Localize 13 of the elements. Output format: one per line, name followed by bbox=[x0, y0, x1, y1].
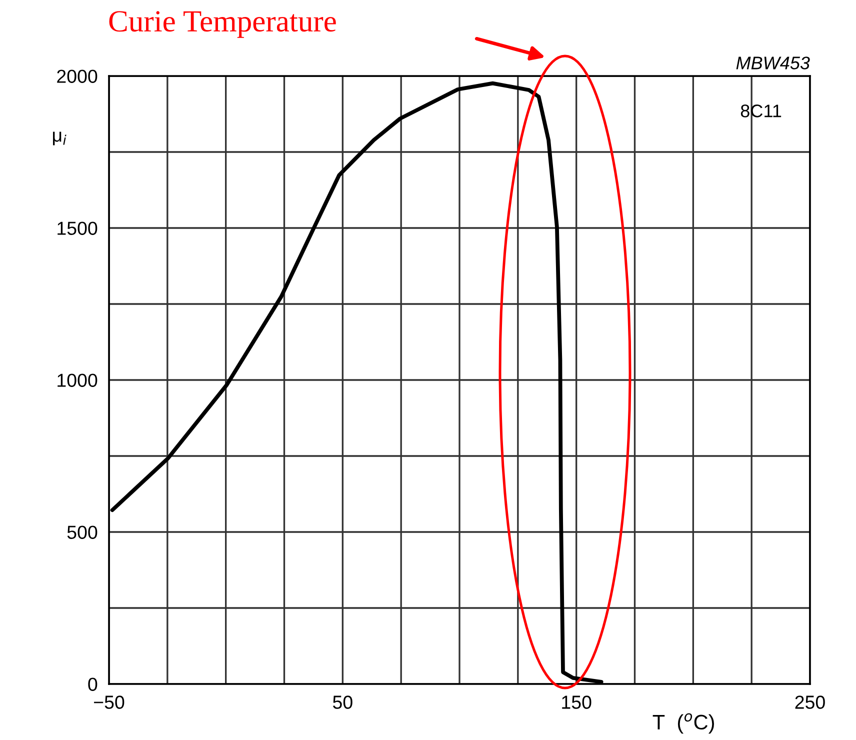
x-tick-label: −50 bbox=[94, 696, 124, 709]
y-tick-label: 2000 bbox=[57, 70, 98, 83]
y-tick-label: 0 bbox=[88, 678, 98, 691]
text: MBW453 bbox=[736, 56, 810, 70]
chart-title: Curie Temperature bbox=[109, 11, 336, 38]
y-tick-label: 500 bbox=[67, 526, 98, 539]
y-tick-label: 1500 bbox=[58, 222, 98, 235]
y-tick-label: 1000 bbox=[58, 374, 98, 387]
y-axis-title: μ$_{i}$ bbox=[53, 132, 66, 146]
x-axis-title: T ($^{o}$C) bbox=[652, 713, 714, 734]
x-tick-label: 50 bbox=[332, 696, 352, 709]
x-tick-label: 250 bbox=[795, 696, 825, 709]
x-tick-label: 150 bbox=[562, 696, 592, 709]
